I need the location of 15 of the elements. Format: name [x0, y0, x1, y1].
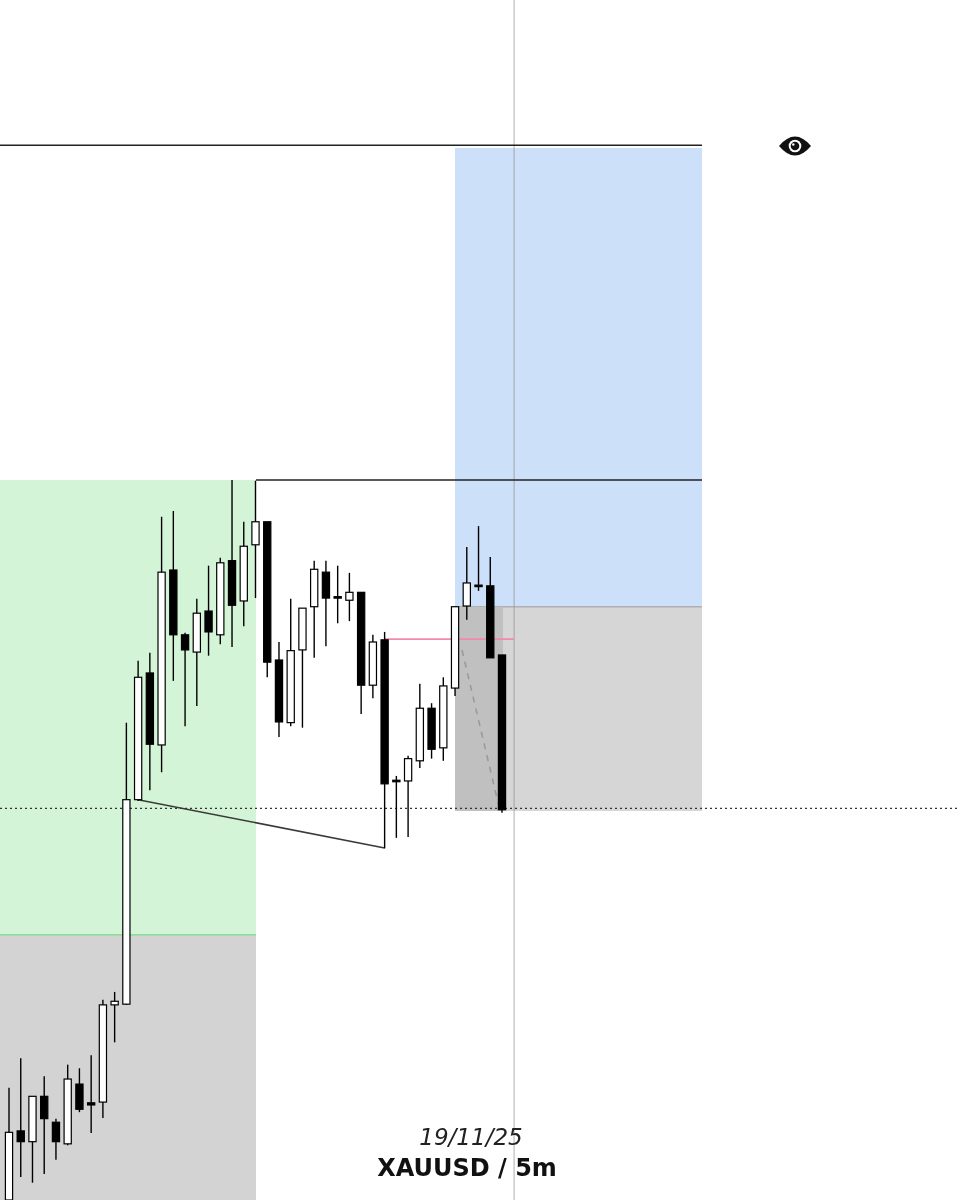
candlestick	[474, 525, 483, 592]
candlestick	[333, 564, 342, 624]
candlestick	[16, 1057, 25, 1178]
candlestick	[403, 755, 413, 838]
candlestick	[86, 1054, 96, 1134]
candlestick	[204, 564, 213, 657]
candlestick	[110, 991, 119, 1044]
candlestick	[51, 1117, 61, 1161]
text: 19/11/25	[419, 1124, 523, 1150]
candlestick	[180, 631, 190, 727]
candlestick	[40, 1075, 49, 1175]
candlestick	[345, 572, 354, 622]
text: XAUUSD / 5m	[377, 1154, 557, 1182]
candlestick	[462, 546, 471, 621]
candlestick	[251, 480, 260, 599]
